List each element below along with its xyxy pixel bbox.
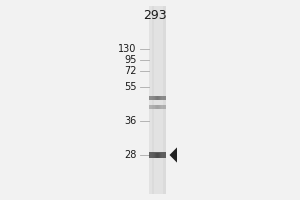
Bar <box>158 96 159 100</box>
Bar <box>159 152 160 158</box>
Bar <box>153 105 154 109</box>
Bar <box>163 6 166 194</box>
Bar <box>160 96 161 100</box>
Bar <box>159 105 160 109</box>
Bar <box>155 96 156 100</box>
Bar <box>155 152 156 158</box>
Bar <box>153 96 154 100</box>
Bar <box>161 105 163 109</box>
Bar <box>157 105 158 109</box>
Text: 95: 95 <box>124 55 136 65</box>
Bar <box>149 96 150 100</box>
Bar <box>161 152 163 158</box>
Bar <box>156 96 157 100</box>
Bar <box>155 105 156 109</box>
Bar <box>150 105 152 109</box>
Bar <box>163 105 164 109</box>
Bar <box>149 153 166 154</box>
Bar <box>149 97 166 98</box>
Bar <box>164 105 165 109</box>
Bar <box>150 96 152 100</box>
Bar <box>159 96 160 100</box>
Bar <box>149 6 166 194</box>
Bar <box>149 99 166 100</box>
Bar <box>164 96 165 100</box>
Bar <box>149 152 150 158</box>
Bar <box>149 157 166 158</box>
Bar <box>157 152 158 158</box>
Bar <box>149 154 166 155</box>
Bar <box>158 152 159 158</box>
Polygon shape <box>169 147 177 163</box>
Bar <box>160 152 161 158</box>
Bar <box>165 152 166 158</box>
Text: 36: 36 <box>124 116 136 126</box>
Bar <box>160 105 161 109</box>
Bar <box>165 105 166 109</box>
Text: 28: 28 <box>124 150 136 160</box>
Bar <box>154 152 155 158</box>
Bar <box>163 152 164 158</box>
Text: 293: 293 <box>143 9 166 22</box>
Bar <box>156 152 157 158</box>
Bar <box>149 156 166 157</box>
Bar <box>154 105 155 109</box>
Bar <box>158 105 159 109</box>
Bar <box>149 96 166 97</box>
Bar <box>150 152 152 158</box>
Bar <box>149 152 166 153</box>
Bar <box>149 155 166 156</box>
Text: 130: 130 <box>118 44 136 54</box>
Bar <box>164 152 165 158</box>
Bar <box>153 152 154 158</box>
Bar <box>157 96 158 100</box>
Bar <box>165 96 166 100</box>
Bar <box>152 6 154 194</box>
Text: 72: 72 <box>124 66 136 76</box>
Bar <box>149 98 166 99</box>
Bar <box>156 105 157 109</box>
Text: 55: 55 <box>124 82 136 92</box>
Bar <box>163 96 164 100</box>
Bar <box>161 96 163 100</box>
Bar <box>149 105 150 109</box>
Bar <box>154 96 155 100</box>
